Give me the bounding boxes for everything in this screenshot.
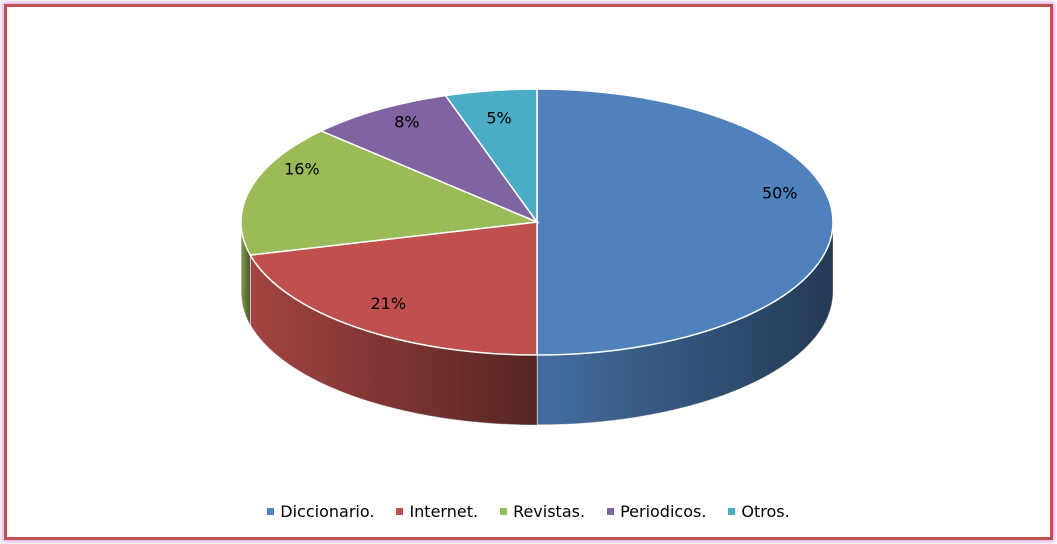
legend-swatch (396, 508, 404, 515)
legend-label: Revistas. (513, 502, 586, 521)
data-label: 8% (394, 112, 419, 131)
legend-swatch (500, 508, 508, 515)
slice-side-shade (241, 222, 251, 326)
slice-side-shade (537, 222, 833, 425)
slice (319, 94, 540, 224)
legend-label: Periodicos. (620, 502, 707, 521)
legend-swatch (607, 508, 615, 515)
slice (444, 88, 538, 225)
legend-swatch (267, 508, 275, 515)
legend-item: Internet. (396, 502, 478, 521)
legend: Diccionario. Internet. Revistas. Periodicos… (0, 502, 1057, 521)
slice-side-shade (250, 255, 537, 425)
data-label: 50% (762, 184, 798, 203)
legend-item: Revistas. (500, 502, 585, 521)
legend-item: Periodicos. (607, 502, 706, 521)
legend-swatch (728, 508, 736, 515)
legend-label: Diccionario. (280, 502, 375, 521)
slice (249, 221, 538, 356)
legend-label: Otros. (741, 502, 790, 521)
legend-item: Otros. (728, 502, 790, 521)
legend-label: Internet. (409, 502, 479, 521)
data-label: 16% (284, 160, 320, 179)
legend-item: Diccionario. (267, 502, 374, 521)
slice (240, 130, 540, 256)
data-label: 21% (370, 294, 406, 313)
slice (536, 88, 834, 356)
data-label: 5% (486, 109, 511, 128)
